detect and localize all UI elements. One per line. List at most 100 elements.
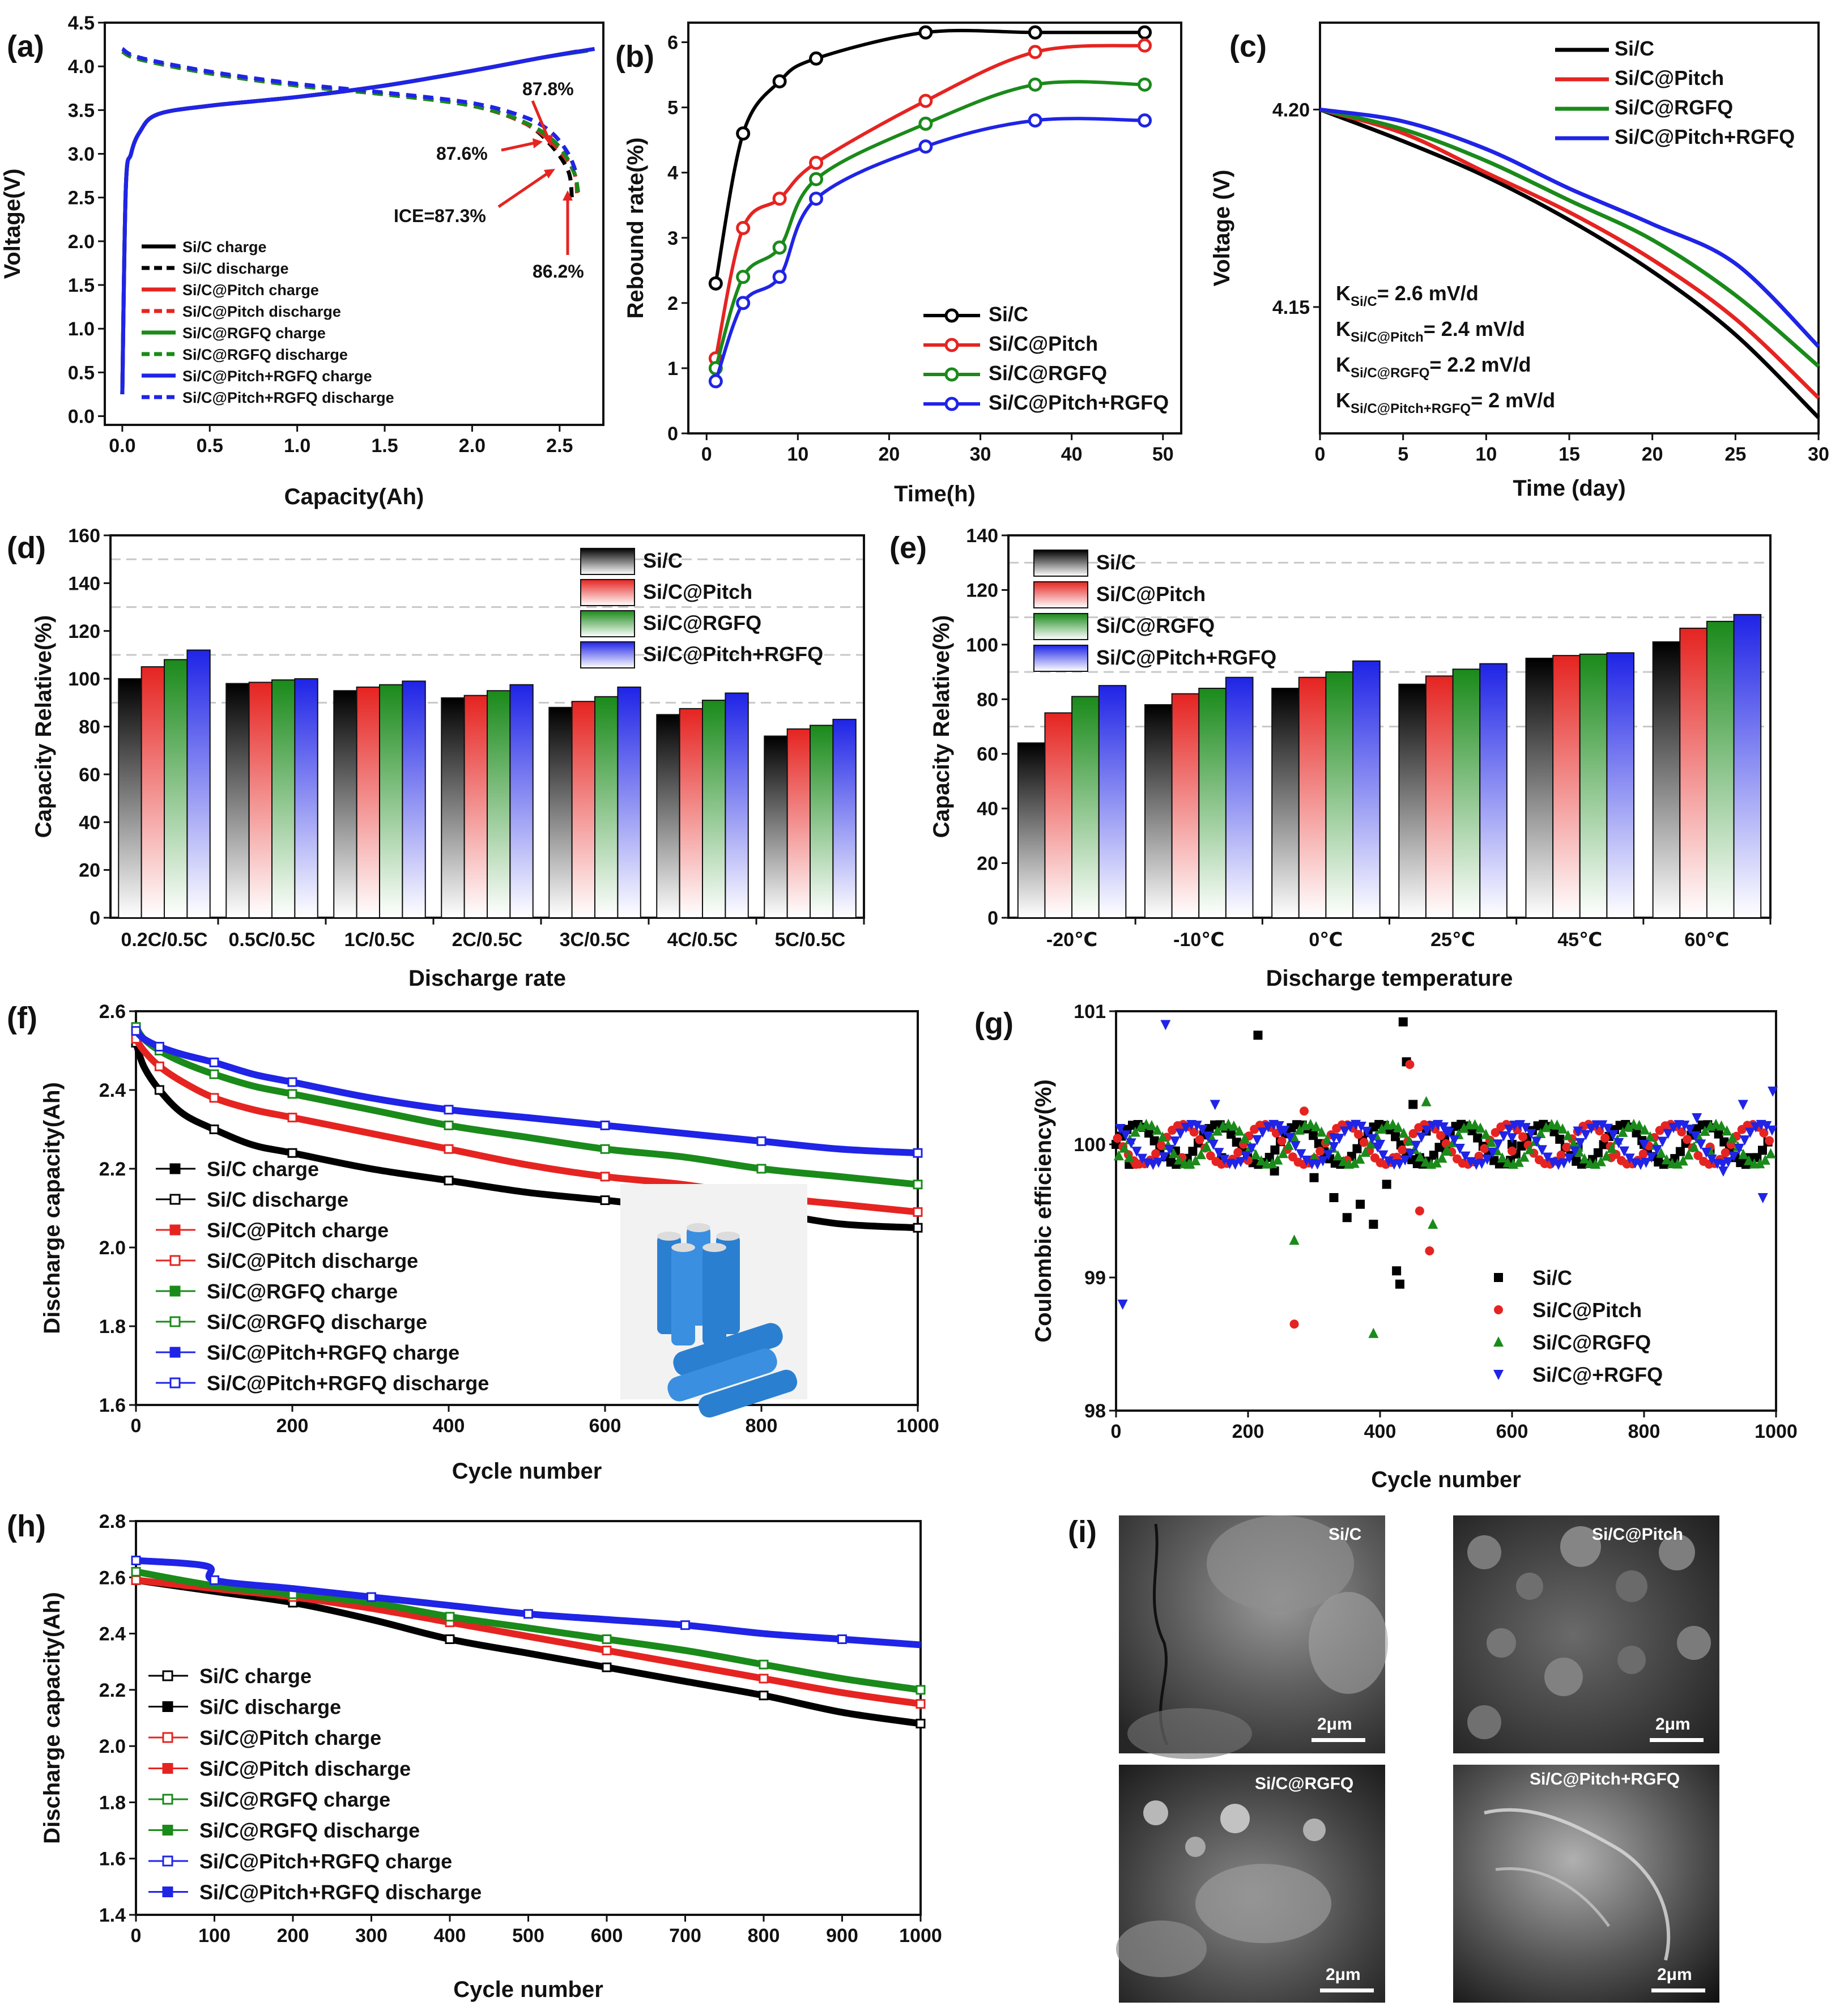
data-point-2 — [1240, 1132, 1250, 1143]
data-point-3 — [1641, 1157, 1651, 1168]
data-point-2 — [1519, 1151, 1530, 1162]
legend-marker — [1494, 1273, 1503, 1282]
x-tick-label: 1000 — [896, 1415, 939, 1437]
data-point-3 — [1668, 1123, 1679, 1134]
x-tick-label: 800 — [1628, 1421, 1660, 1442]
data-point-0 — [1232, 1138, 1241, 1147]
x-axis-label: Time (day) — [1513, 476, 1625, 501]
data-point-1 — [1151, 1149, 1161, 1159]
data-point-0 — [708, 276, 723, 291]
chart-a-voltage-capacity: 0.0 0.5 1.0 1.5 2.0 2.5 0.0 0.5 1.0 1.5 2.0 2.5 3.0 3… — [0, 12, 604, 509]
data-point-3 — [1734, 1143, 1744, 1154]
bar-2 — [271, 679, 296, 918]
legend-label: Si/C@Pitch+RGFQ — [989, 391, 1169, 414]
data-point-1 — [1206, 1151, 1215, 1161]
panel-label-g: (g) — [974, 1007, 1014, 1041]
category-label: -10℃ — [1173, 929, 1224, 951]
y-tick-label: 0.0 — [68, 406, 95, 428]
data-point-0 — [1329, 1193, 1339, 1202]
data-point-2 — [759, 1659, 769, 1670]
data-point-2 — [131, 1566, 141, 1577]
y-tick-label: 100 — [1074, 1134, 1106, 1156]
panel-label-h: (h) — [7, 1509, 46, 1543]
data-point-1 — [918, 93, 933, 108]
y-axis-label: Voltage (V) — [1210, 170, 1234, 287]
legend-label: Si/C@RGFQ discharge — [207, 1310, 427, 1334]
y-axis-label: Capacity Relative(%) — [31, 615, 56, 838]
legend-marker — [169, 1285, 181, 1297]
series-line-4 — [120, 48, 588, 395]
x-tick-label: 5 — [1398, 444, 1408, 465]
data-point-2 — [1617, 1126, 1628, 1137]
data-point-3 — [1378, 1150, 1389, 1161]
data-point-2 — [1368, 1327, 1379, 1338]
data-point-2 — [756, 1164, 767, 1174]
data-point-3 — [1276, 1126, 1287, 1137]
data-point-0 — [1408, 1100, 1418, 1109]
x-tick-label: 600 — [589, 1415, 621, 1437]
data-point-3 — [1181, 1122, 1191, 1133]
sem-particle — [1616, 1570, 1647, 1602]
data-point-3 — [1624, 1153, 1635, 1164]
x-axis-label: Cycle number — [453, 1977, 603, 2002]
data-point-1 — [1441, 1139, 1451, 1148]
data-point-3 — [1454, 1143, 1465, 1154]
data-point-1 — [1195, 1135, 1204, 1144]
data-point-0 — [1382, 1179, 1391, 1189]
data-point-0 — [1227, 1130, 1236, 1139]
y-tick-label: 40 — [79, 812, 100, 833]
data-point-2 — [1130, 1126, 1140, 1137]
data-point-3 — [756, 1136, 767, 1146]
data-point-3 — [1449, 1135, 1460, 1146]
battery-cell — [702, 1246, 726, 1345]
data-point-3 — [1203, 1131, 1213, 1142]
data-point-1 — [1556, 1150, 1566, 1160]
data-point-2 — [1421, 1096, 1432, 1106]
data-point-2 — [918, 116, 933, 131]
arrow-ice — [497, 171, 550, 208]
x-tick-label: 40 — [1061, 444, 1083, 465]
data-point-3 — [1318, 1156, 1328, 1166]
data-point-2 — [1028, 77, 1042, 92]
battery-cap — [687, 1223, 710, 1232]
data-point-3 — [600, 1121, 610, 1131]
legend-label: Si/C@RGFQ discharge — [182, 346, 348, 363]
data-point-3 — [1476, 1159, 1487, 1169]
x-axis-label: Discharge rate — [408, 966, 566, 991]
y-tick-label: 120 — [68, 621, 100, 642]
sem-label-rgfq: Si/C@RGFQ — [1255, 1774, 1353, 1793]
data-point-3 — [1723, 1157, 1734, 1168]
data-point-3 — [1706, 1154, 1717, 1165]
data-point-2 — [1294, 1124, 1305, 1135]
data-point-2 — [1157, 1131, 1168, 1142]
data-point-0 — [1270, 1145, 1280, 1155]
data-point-3 — [1520, 1123, 1531, 1134]
sem-scale-rgfq: 2μm — [1326, 1965, 1361, 1984]
data-point-3 — [1460, 1151, 1471, 1162]
bar-1 — [1044, 712, 1073, 918]
data-point-3 — [1411, 1140, 1421, 1151]
data-point-0 — [1429, 1151, 1438, 1160]
data-point-2 — [1727, 1132, 1738, 1143]
bar-2 — [379, 684, 403, 918]
data-point-2 — [1743, 1155, 1754, 1165]
data-point-3 — [1635, 1160, 1646, 1170]
data-point-3 — [1684, 1125, 1695, 1135]
bar-1 — [140, 666, 165, 918]
x-tick-label: 200 — [1232, 1421, 1264, 1442]
x-tick-label: 100 — [198, 1925, 231, 1947]
data-point-1 — [913, 1207, 923, 1217]
data-point-0 — [913, 1223, 923, 1233]
data-point-2 — [1475, 1122, 1486, 1133]
data-point-0 — [1632, 1128, 1641, 1138]
x-tick-label: 20 — [879, 444, 900, 465]
chart-g-coulombic-efficiency: 0 200 400 600 800 1000 98 99 100 101 Cycle number C… — [1031, 1001, 1798, 1492]
data-point-3 — [1498, 1131, 1509, 1142]
x-tick-label: 0 — [131, 1415, 142, 1437]
sem-particle — [1677, 1626, 1711, 1660]
y-tick-label: 4.0 — [68, 56, 95, 78]
legend-label: Si/C discharge — [199, 1696, 341, 1719]
bar-3 — [1479, 663, 1508, 919]
y-tick-label: 60 — [79, 764, 100, 786]
data-point-3 — [1646, 1152, 1657, 1163]
